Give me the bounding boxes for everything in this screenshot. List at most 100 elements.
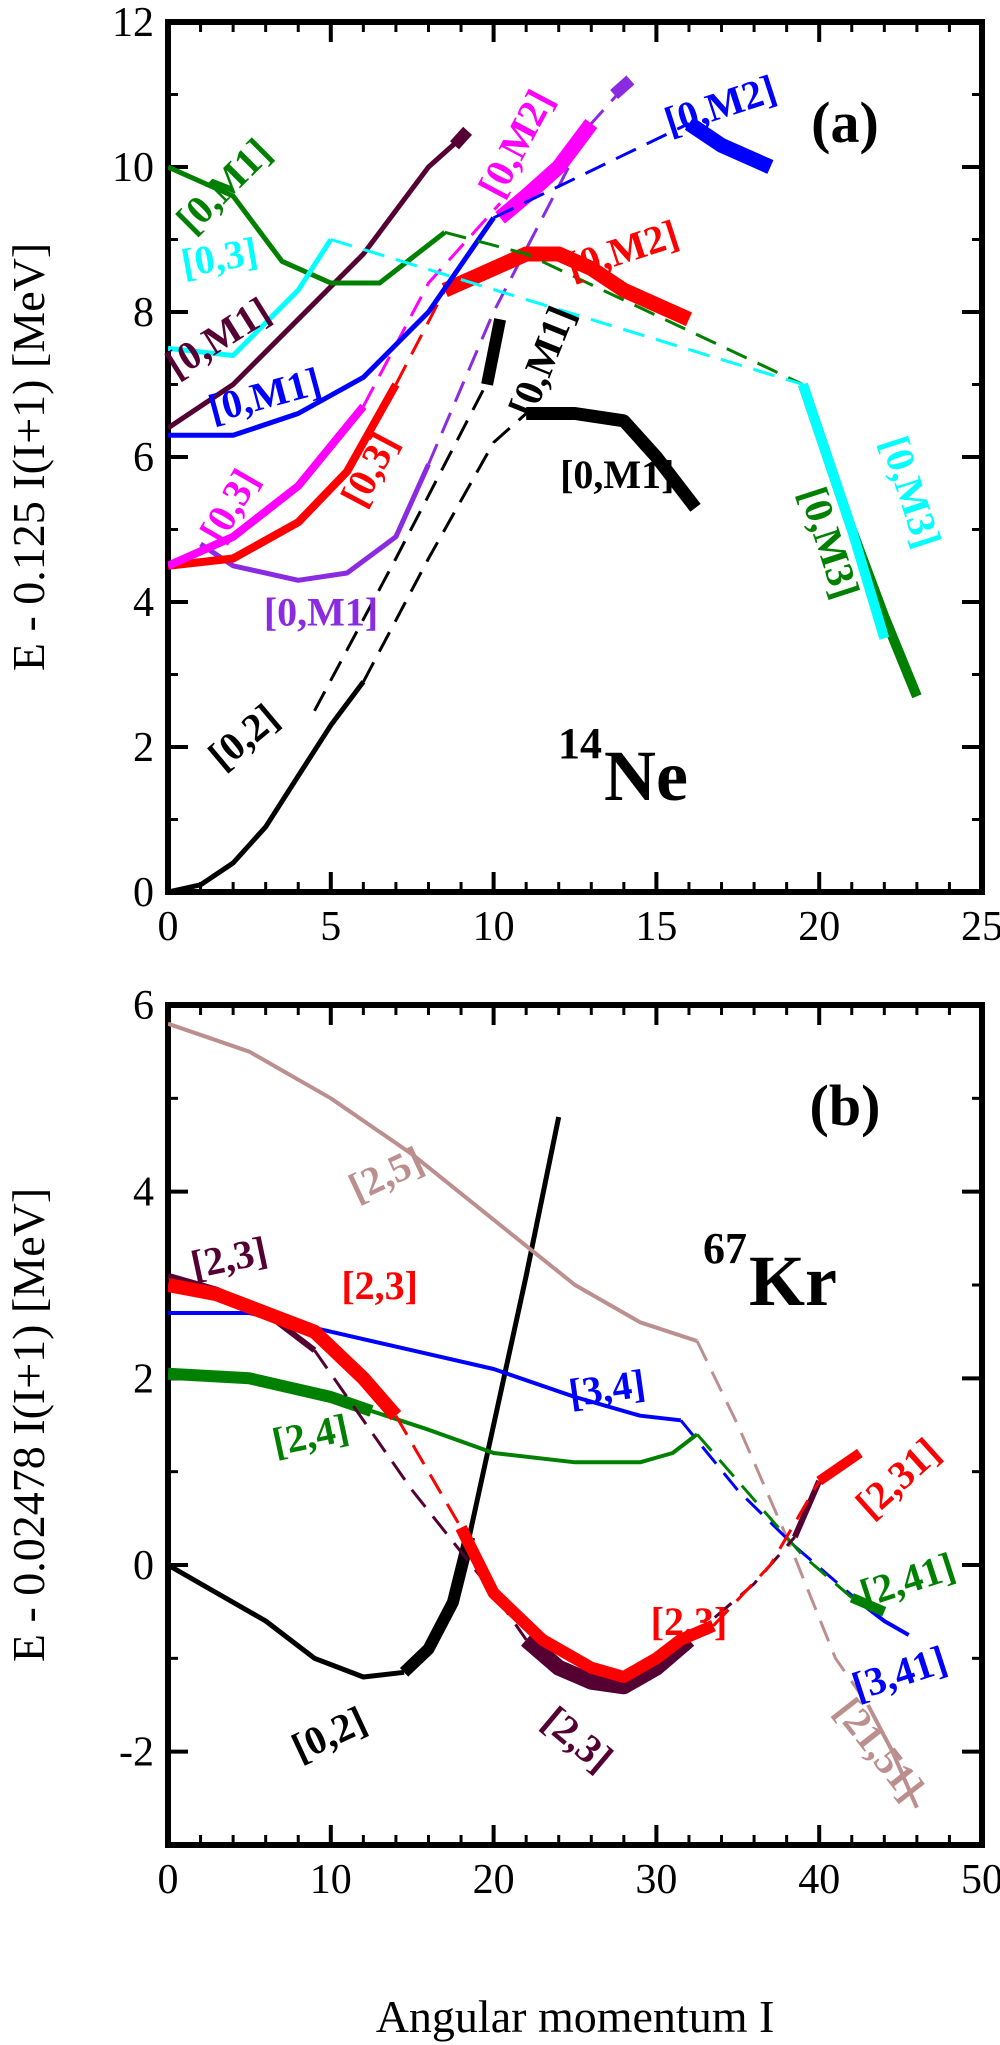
y-tick-label: 2 <box>133 725 154 771</box>
series-group <box>168 75 922 892</box>
series-line-18 <box>168 1278 402 1421</box>
plot-frame <box>165 1002 985 1848</box>
y-tick-label: 12 <box>112 0 154 46</box>
curve-label: [0,M1] <box>203 358 325 431</box>
series-line-5 <box>866 1704 919 1809</box>
curve-label: [0,M2] <box>659 66 782 144</box>
y-tick-label: 2 <box>133 1356 154 1402</box>
y-axis-label: E - 0.125 I(I+1) [MeV] <box>3 243 54 671</box>
series-line-2 <box>526 407 701 512</box>
series-line-22 <box>168 238 333 358</box>
curve-label: [2,3] <box>187 1227 271 1287</box>
curve-label: [0,M1] <box>167 129 280 242</box>
x-tick-label: 20 <box>798 904 840 950</box>
curve-label: [2,31] <box>847 1429 949 1527</box>
curve-label: [2,41] <box>854 1543 960 1616</box>
x-tick-label: 0 <box>158 904 179 950</box>
series-line-4 <box>695 1340 870 1706</box>
curve-label: [0,3] <box>331 425 407 514</box>
series-line-15 <box>520 1633 695 1695</box>
series-line-7 <box>610 75 635 99</box>
curve-label: [0,M2] <box>561 211 684 289</box>
y-tick-label: 6 <box>133 435 154 481</box>
series-line-23 <box>330 238 804 386</box>
curve-label: [2,5] <box>342 1137 430 1210</box>
series-line-18 <box>450 126 473 150</box>
series-line-14 <box>313 1349 528 1641</box>
panel-tag: (a) <box>811 90 879 155</box>
y-tick-label: 6 <box>133 983 154 1029</box>
series-line-2 <box>466 1116 562 1538</box>
x-tick-label: 0 <box>158 1857 179 1903</box>
y-tick-label: -2 <box>119 1730 154 1776</box>
x-tick-label: 5 <box>320 904 341 950</box>
series-line-20 <box>455 1525 716 1683</box>
series-line-11 <box>168 403 367 570</box>
panel-b: 0 10 20 30 40 50 -2 0 2 4 6 E - 0.02478 I(I+1) [MeV… <box>3 983 1000 1903</box>
x-axis-label: Angular momentum I <box>376 1991 775 2042</box>
series-line-19 <box>168 164 447 286</box>
y-tick-label: 0 <box>133 1543 154 1589</box>
series-line-22 <box>816 1448 863 1486</box>
curve-label: [0,3] <box>191 461 268 550</box>
series-line-9 <box>394 289 447 386</box>
series-line-8 <box>168 382 400 570</box>
curve-label: [0,M1] <box>560 452 674 497</box>
curve-label: [2,3] <box>534 1697 622 1781</box>
series-line-4 <box>481 318 506 386</box>
y-tick-label: 10 <box>112 145 154 191</box>
series-line-9 <box>168 1367 374 1417</box>
y-tick-label: 4 <box>133 580 154 626</box>
curve-label: [0,M1] <box>499 300 584 423</box>
x-tick-label: 10 <box>473 904 515 950</box>
series-line-13 <box>495 119 598 224</box>
series-line-12 <box>362 202 502 408</box>
series-line-20 <box>444 230 804 386</box>
series-line-3 <box>313 369 495 712</box>
series-line-17 <box>168 136 463 431</box>
series-line-21 <box>712 1480 821 1627</box>
series-line-16 <box>684 117 774 174</box>
series-line-24 <box>798 382 890 640</box>
series-line-3 <box>168 1021 698 1343</box>
nucleus-mass-number: 67 <box>703 1224 747 1273</box>
series-line-0 <box>168 1562 405 1680</box>
series-line-14 <box>168 216 496 438</box>
series-line-0 <box>168 680 366 892</box>
curve-label: [21,51] <box>826 1689 933 1809</box>
y-tick-label: 4 <box>133 1170 154 1216</box>
series-line-1 <box>362 412 528 683</box>
series-line-11 <box>695 1433 853 1599</box>
series-line-10 <box>441 246 693 327</box>
series-line-7 <box>679 1419 861 1604</box>
curve-label: [2,3] <box>341 1263 418 1308</box>
curve-label: [0,2] <box>285 1697 373 1770</box>
x-tick-label: 40 <box>798 1857 840 1903</box>
curve-label: [0,3] <box>178 228 261 286</box>
series-line-15 <box>492 122 690 220</box>
y-tick-label: 0 <box>133 870 154 916</box>
series-line-1 <box>399 1535 476 1677</box>
series-line-6 <box>427 86 625 465</box>
panel-a: 0 5 10 15 20 25 0 2 4 6 8 10 12 E - 0.125 I(I+1) [MeV… <box>3 0 1000 950</box>
nucleus-symbol: Kr <box>749 1241 837 1321</box>
curve-label: [2,3] <box>651 1599 728 1644</box>
curve-label: [0,M3] <box>872 431 950 554</box>
curve-label: [3,4] <box>566 1360 648 1415</box>
x-tick-label: 30 <box>635 1857 677 1903</box>
series-line-19 <box>394 1414 463 1529</box>
y-axis-label: E - 0.02478 I(I+1) [MeV] <box>3 1188 54 1662</box>
y-tick-label: 8 <box>133 290 154 336</box>
curve-label: [0,M1] <box>264 590 378 635</box>
x-tick-label: 20 <box>473 1857 515 1903</box>
curve-label: [2,4] <box>268 1405 352 1465</box>
nucleus-mass-number: 14 <box>558 719 602 768</box>
x-tick-label: 15 <box>635 904 677 950</box>
series-line-10 <box>370 1409 699 1465</box>
panel-tag: (b) <box>810 1073 881 1138</box>
x-tick-label: 50 <box>961 1857 1000 1903</box>
x-tick-label: 10 <box>310 1857 352 1903</box>
curve-label: [0,2] <box>200 695 288 779</box>
series-line-16 <box>688 1536 796 1641</box>
